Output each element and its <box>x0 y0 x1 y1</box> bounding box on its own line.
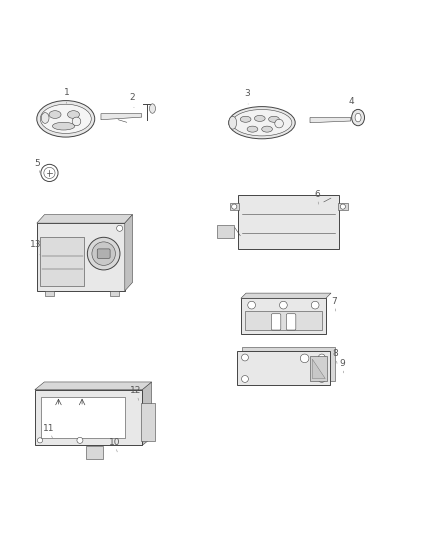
Ellipse shape <box>352 109 364 126</box>
Text: 11: 11 <box>43 424 55 438</box>
Circle shape <box>275 119 283 128</box>
Ellipse shape <box>268 116 279 122</box>
Circle shape <box>92 242 115 265</box>
Text: 9: 9 <box>340 359 346 373</box>
Text: 12: 12 <box>130 386 141 400</box>
Bar <box>245 311 321 330</box>
Ellipse shape <box>67 111 79 118</box>
Circle shape <box>44 167 55 179</box>
Ellipse shape <box>240 116 251 122</box>
Circle shape <box>279 301 287 309</box>
Circle shape <box>41 164 58 182</box>
Polygon shape <box>242 347 335 381</box>
Bar <box>237 351 329 385</box>
Polygon shape <box>312 359 325 378</box>
Bar <box>35 390 142 446</box>
Text: 4: 4 <box>348 97 354 112</box>
Bar <box>310 356 327 381</box>
Ellipse shape <box>262 126 272 132</box>
Bar <box>338 203 348 211</box>
Text: 3: 3 <box>244 89 250 104</box>
Bar <box>45 291 54 296</box>
Ellipse shape <box>229 107 295 139</box>
Bar <box>110 291 119 296</box>
Polygon shape <box>241 293 331 298</box>
Circle shape <box>300 354 309 362</box>
FancyBboxPatch shape <box>97 249 110 259</box>
Circle shape <box>232 204 237 209</box>
Text: 13: 13 <box>30 240 42 255</box>
Text: 7: 7 <box>331 297 337 311</box>
Circle shape <box>311 301 319 309</box>
Bar <box>230 203 239 211</box>
Circle shape <box>241 376 248 382</box>
Bar <box>238 196 339 249</box>
Bar <box>37 223 125 291</box>
Bar <box>41 397 125 438</box>
Circle shape <box>318 376 325 382</box>
Ellipse shape <box>229 116 237 129</box>
Text: 10: 10 <box>109 438 120 452</box>
Circle shape <box>87 237 120 270</box>
Ellipse shape <box>232 109 292 136</box>
Ellipse shape <box>149 104 155 113</box>
Ellipse shape <box>49 111 61 118</box>
Text: 2: 2 <box>130 93 135 108</box>
Ellipse shape <box>40 104 91 133</box>
Polygon shape <box>101 114 142 120</box>
Bar <box>141 403 155 441</box>
Polygon shape <box>125 215 133 291</box>
Ellipse shape <box>247 126 258 132</box>
Text: 1: 1 <box>64 87 70 103</box>
Ellipse shape <box>53 122 75 130</box>
Ellipse shape <box>254 116 265 122</box>
FancyBboxPatch shape <box>272 314 281 330</box>
Circle shape <box>37 438 42 443</box>
Polygon shape <box>35 382 152 390</box>
Bar <box>86 446 102 459</box>
Bar <box>218 225 234 238</box>
Bar <box>40 237 84 286</box>
Circle shape <box>72 117 81 126</box>
Ellipse shape <box>37 101 95 137</box>
Circle shape <box>117 225 123 231</box>
Bar <box>241 298 326 334</box>
Polygon shape <box>310 118 351 123</box>
Ellipse shape <box>41 112 49 123</box>
Text: 6: 6 <box>314 190 320 204</box>
Polygon shape <box>37 215 133 223</box>
Circle shape <box>241 354 248 361</box>
Circle shape <box>248 301 255 309</box>
Ellipse shape <box>355 113 361 122</box>
FancyBboxPatch shape <box>286 314 296 330</box>
Circle shape <box>318 354 325 361</box>
Circle shape <box>77 438 83 443</box>
Text: 5: 5 <box>35 159 40 173</box>
Circle shape <box>340 204 346 209</box>
Polygon shape <box>142 382 152 446</box>
Text: 8: 8 <box>332 349 338 364</box>
